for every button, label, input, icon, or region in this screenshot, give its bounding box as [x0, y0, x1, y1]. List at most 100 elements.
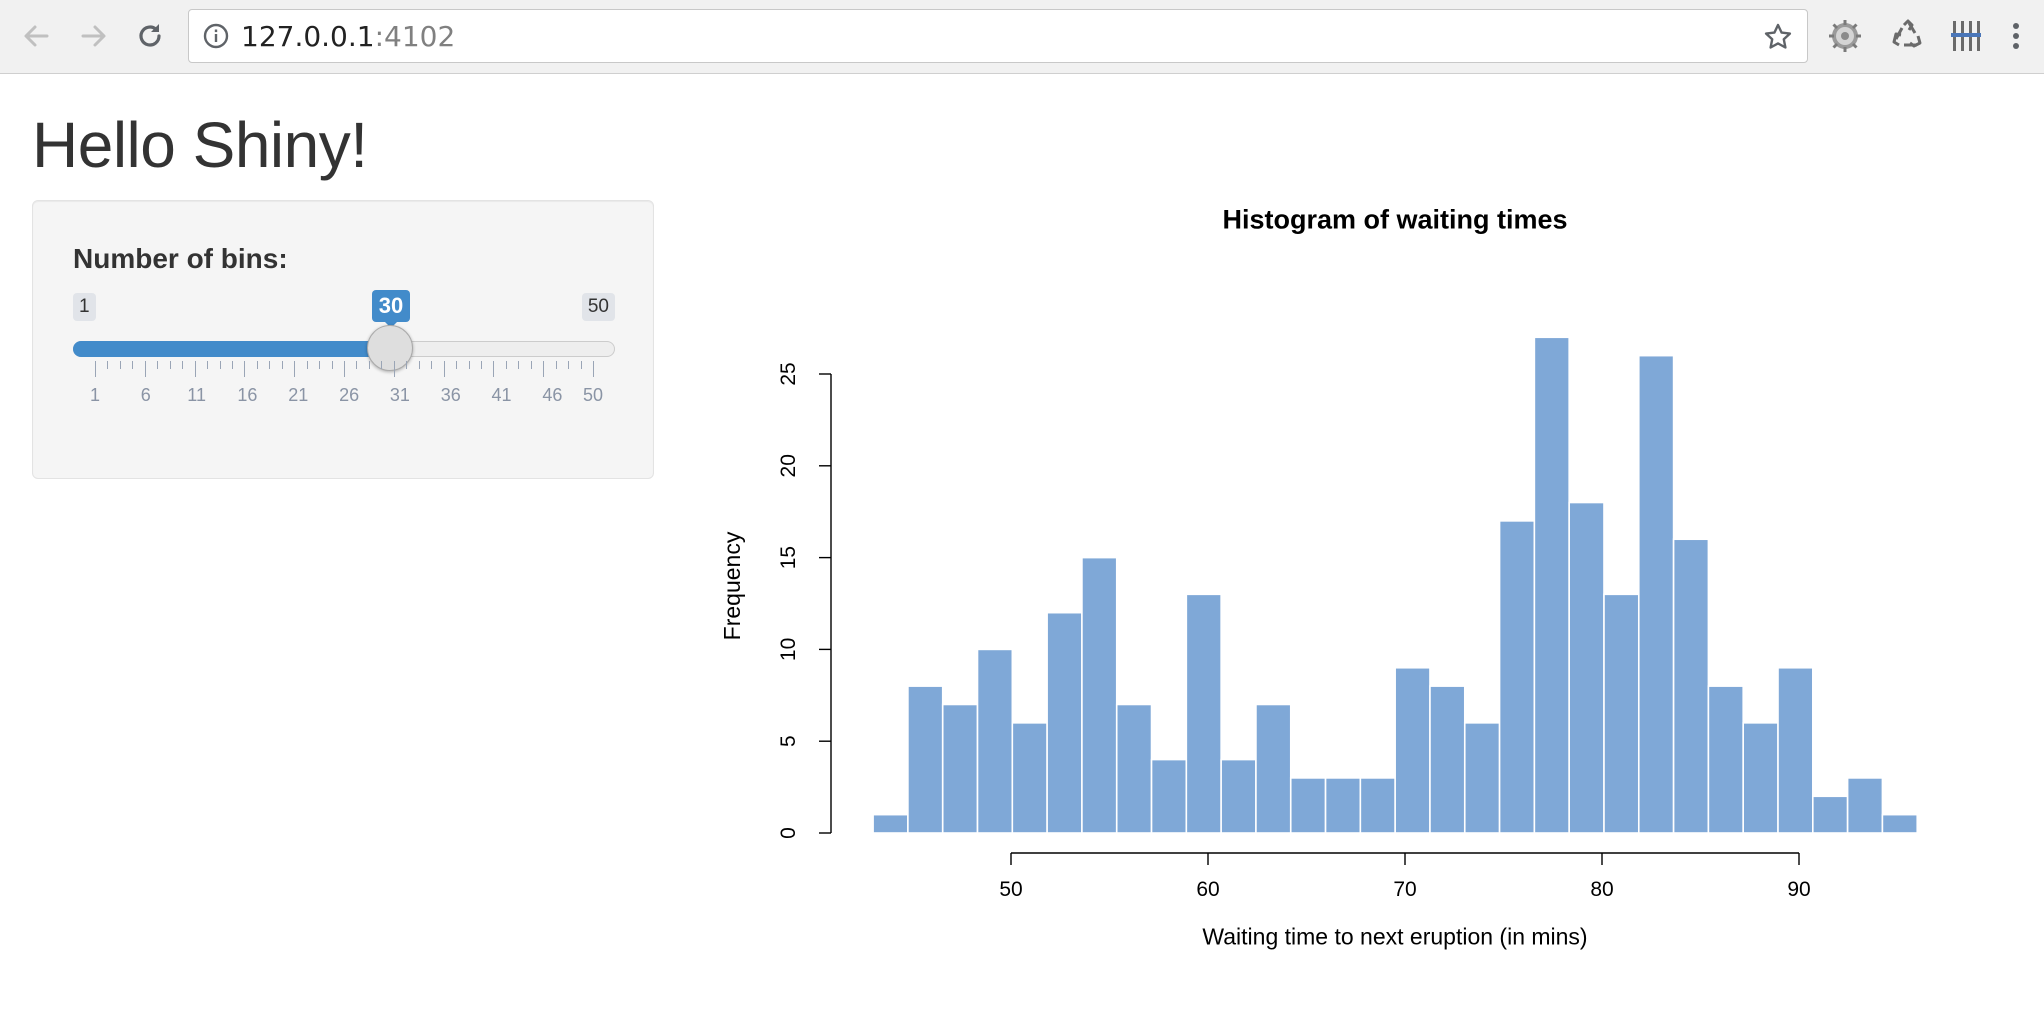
slider-grid-minor-tick	[119, 361, 121, 369]
slider-grid-minor-tick	[207, 361, 209, 369]
page-title: Hello Shiny!	[32, 109, 368, 181]
slider-grid-minor-tick	[244, 361, 246, 377]
slider-grid-minor-tick	[231, 361, 233, 369]
menu-icon[interactable]	[1994, 14, 2038, 58]
slider-fill	[73, 341, 390, 357]
x-tick-label: 90	[1787, 878, 1810, 901]
slider-grid-minor-tick	[95, 361, 96, 377]
grid-extension-icon[interactable]	[1944, 14, 1988, 58]
slider-grid-minor-tick	[281, 361, 283, 369]
slider-grid-minor-tick	[443, 361, 445, 377]
info-icon[interactable]	[203, 23, 229, 49]
browser-toolbar: 127.0.0.1:4102	[0, 0, 2044, 74]
histogram-bar	[1846, 777, 1884, 834]
slider-value-label: 30	[371, 290, 411, 328]
gear-extension-icon[interactable]	[1823, 14, 1867, 58]
histogram-chart: 0 5 10 15 20 25 50 60 70 80 90 Histogram of waiting…	[700, 200, 2000, 1000]
histogram-bar	[1637, 354, 1675, 834]
histogram-bar	[1185, 593, 1222, 834]
x-tick-label: 70	[1393, 878, 1416, 901]
slider-grid-minor-tick	[182, 361, 184, 369]
slider-grid-minor-tick	[356, 361, 358, 369]
star-icon[interactable]	[1763, 22, 1793, 52]
y-tick-label: 15	[777, 546, 800, 569]
slider-grid-label: 1	[89, 385, 101, 405]
reload-icon[interactable]	[128, 14, 172, 58]
slider-grid-minor-tick	[344, 361, 345, 377]
y-tick-label: 25	[777, 362, 800, 385]
y-tick-label: 20	[777, 454, 800, 477]
histogram-bar	[1777, 666, 1814, 834]
slider-grid-minor-tick	[580, 361, 582, 369]
slider-max-label: 50	[581, 293, 615, 321]
histogram-bar	[1742, 722, 1779, 834]
y-tick-label: 0	[777, 827, 800, 839]
x-tick-label: 50	[999, 878, 1022, 901]
histogram-bar	[941, 703, 979, 834]
slider-handle[interactable]	[366, 325, 413, 371]
url-host: 127.0.0.1	[241, 20, 375, 53]
slider-grid-minor-tick	[593, 361, 594, 377]
histogram-bar	[1220, 758, 1257, 834]
slider-grid-minor-tick	[530, 361, 532, 369]
slider-grid-minor-tick	[319, 361, 321, 369]
slider-grid-minor-tick	[518, 361, 520, 369]
slider-grid-minor-tick	[144, 361, 146, 377]
histogram-bar	[1812, 795, 1849, 834]
slider-grid: 1 6 11 16 21 26 31 36 41 46 50	[33, 361, 655, 421]
slider-grid-minor-tick	[480, 361, 482, 369]
slider-grid-minor-tick	[468, 361, 470, 369]
histogram-bar	[1324, 777, 1362, 834]
histogram-bar	[976, 648, 1014, 834]
histogram-bar	[1881, 813, 1919, 834]
histogram-bar	[907, 685, 944, 834]
slider-grid-minor-tick	[493, 361, 495, 377]
slider-grid-label: 50	[582, 385, 604, 405]
histogram-bar	[1289, 777, 1327, 834]
histogram-svg: 0 5 10 15 20 25 50 60 70 80 90 Histogram of waiting…	[719, 205, 1919, 949]
url-text[interactable]: 127.0.0.1:4102	[241, 10, 455, 64]
slider-grid-minor-tick	[505, 361, 507, 369]
slider-grid-minor-tick	[107, 361, 109, 369]
slider-grid-minor-tick	[543, 361, 545, 377]
y-tick-label: 5	[777, 735, 800, 747]
slider-grid-label: 41	[491, 385, 512, 405]
address-bar[interactable]: 127.0.0.1:4102	[188, 9, 1808, 63]
histogram-bar	[1081, 556, 1118, 834]
bins-slider[interactable]: 1 50 30 1 6 11 16 21 26 31 36 41 46 50	[33, 201, 655, 480]
histogram-bar	[1533, 336, 1570, 834]
slider-grid-minor-tick	[132, 361, 134, 369]
slider-grid-minor-tick	[568, 361, 570, 369]
slider-grid-label: 26	[339, 385, 360, 405]
slider-grid-minor-tick	[294, 361, 296, 377]
slider-grid-minor-tick	[194, 361, 196, 377]
slider-grid-label: 11	[187, 385, 206, 405]
histogram-bar	[1394, 666, 1431, 834]
histogram-bar	[1568, 501, 1605, 834]
slider-grid-minor-tick	[219, 361, 221, 369]
y-axis-label: Frequency	[719, 531, 745, 640]
x-axis-label: Waiting time to next eruption (in mins)	[1202, 923, 1587, 949]
slider-grid-minor-tick	[555, 361, 557, 369]
x-tick-label: 80	[1590, 878, 1613, 901]
histogram-bar	[1603, 593, 1640, 834]
histogram-bar	[1255, 703, 1292, 834]
recycle-extension-icon[interactable]	[1886, 14, 1930, 58]
histogram-bar	[1672, 538, 1710, 834]
sidebar-panel: Number of bins: 1 50 30 1 6 11 16 21 26 31 36 41…	[32, 200, 654, 479]
slider-grid-label: 36	[440, 385, 461, 405]
url-port: :4102	[374, 20, 456, 53]
bins-label: Number of bins:	[73, 243, 288, 274]
histogram-bar	[872, 813, 909, 834]
slider-min-label: 1	[73, 293, 96, 321]
y-tick-label: 10	[777, 638, 800, 661]
slider-grid-minor-tick	[256, 361, 258, 369]
histogram-bar	[1707, 685, 1744, 834]
x-tick-label: 60	[1196, 878, 1219, 901]
slider-grid-minor-tick	[418, 361, 420, 369]
forward-icon[interactable]	[72, 14, 116, 58]
histogram-bar	[1046, 611, 1083, 834]
back-icon[interactable]	[14, 14, 58, 58]
slider-grid-minor-tick	[406, 361, 408, 369]
chart-title: Histogram of waiting times	[1222, 205, 1567, 235]
